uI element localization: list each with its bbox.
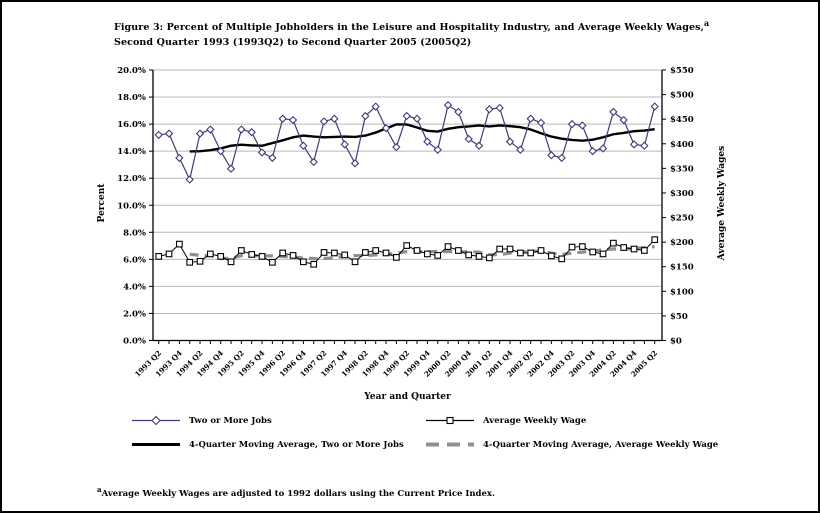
svg-text:0.0%: 0.0% — [123, 337, 146, 347]
chart-plot-area: 0.0% 2.0% 4.0% 6.0% 8.0% 10.0% 12.0% 14.0% 16.0%… — [117, 66, 694, 379]
svg-text:$150: $150 — [670, 263, 694, 273]
svg-text:20.0%: 20.0% — [117, 66, 146, 76]
x-axis-title: Year and Quarter — [364, 392, 451, 402]
figure-title: Figure 3: Percent of Multiple Jobholders… — [114, 18, 754, 51]
jobs-markers — [154, 100, 659, 184]
svg-text:12.0%: 12.0% — [117, 174, 146, 184]
legend-item-ma-two-or-more-jobs: 4-Quarter Moving Average, Two or More Jo… — [132, 439, 404, 450]
svg-text:2.0%: 2.0% — [123, 309, 146, 319]
legend-item-ma-average-weekly-wage: 4-Quarter Moving Average, Average Weekly… — [426, 439, 718, 450]
svg-text:$50: $50 — [670, 312, 688, 322]
legend-label: 4-Quarter Moving Average, Average Weekly… — [483, 439, 719, 450]
svg-text:$300: $300 — [670, 189, 694, 199]
legend-item-two-or-more-jobs: Two or More Jobs — [132, 415, 272, 426]
svg-text:$0: $0 — [670, 337, 682, 347]
axis-ticks-and-labels: 0.0% 2.0% 4.0% 6.0% 8.0% 10.0% 12.0% 14.0% 16.0%… — [117, 66, 694, 379]
figure-title-line2: Second Quarter 1993 (1993Q2) to Second Q… — [114, 36, 472, 48]
footnote-text: Average Weekly Wages are adjusted to 199… — [101, 488, 495, 499]
svg-text:$400: $400 — [670, 140, 694, 150]
svg-text:$250: $250 — [670, 214, 694, 224]
svg-text:$100: $100 — [670, 287, 694, 297]
solid-line-icon — [132, 443, 180, 446]
svg-text:$350: $350 — [670, 164, 694, 174]
svg-text:18.0%: 18.0% — [117, 93, 146, 103]
legend-label: Two or More Jobs — [189, 415, 272, 426]
svg-text:14.0%: 14.0% — [117, 147, 146, 157]
gridlines — [153, 69, 662, 314]
legend-label: 4-Quarter Moving Average, Two or More Jo… — [189, 439, 404, 450]
title-footnote-marker: a — [704, 19, 710, 28]
right-axis-title: Average Weekly Wages — [717, 145, 727, 261]
dashed-line-icon — [426, 442, 474, 447]
svg-text:$450: $450 — [670, 115, 694, 125]
svg-text:4.0%: 4.0% — [123, 282, 146, 292]
legend-item-average-weekly-wage: Average Weekly Wage — [426, 415, 586, 426]
footnote-marker: a — [97, 485, 102, 494]
svg-text:6.0%: 6.0% — [123, 255, 146, 265]
svg-text:$500: $500 — [670, 91, 694, 101]
svg-text:$550: $550 — [670, 66, 694, 76]
svg-text:10.0%: 10.0% — [117, 201, 146, 211]
square-marker-line-icon — [426, 416, 474, 425]
svg-text:8.0%: 8.0% — [123, 228, 146, 238]
diamond-marker-line-icon — [132, 415, 180, 426]
footnote: aAverage Weekly Wages are adjusted to 19… — [97, 485, 495, 499]
svg-text:$200: $200 — [670, 238, 694, 248]
figure-title-line1: Figure 3: Percent of Multiple Jobholders… — [114, 22, 705, 34]
wage-markers — [155, 236, 659, 268]
legend-label: Average Weekly Wage — [483, 415, 587, 426]
left-axis-title: Percent — [97, 183, 107, 223]
svg-text:16.0%: 16.0% — [117, 120, 146, 130]
